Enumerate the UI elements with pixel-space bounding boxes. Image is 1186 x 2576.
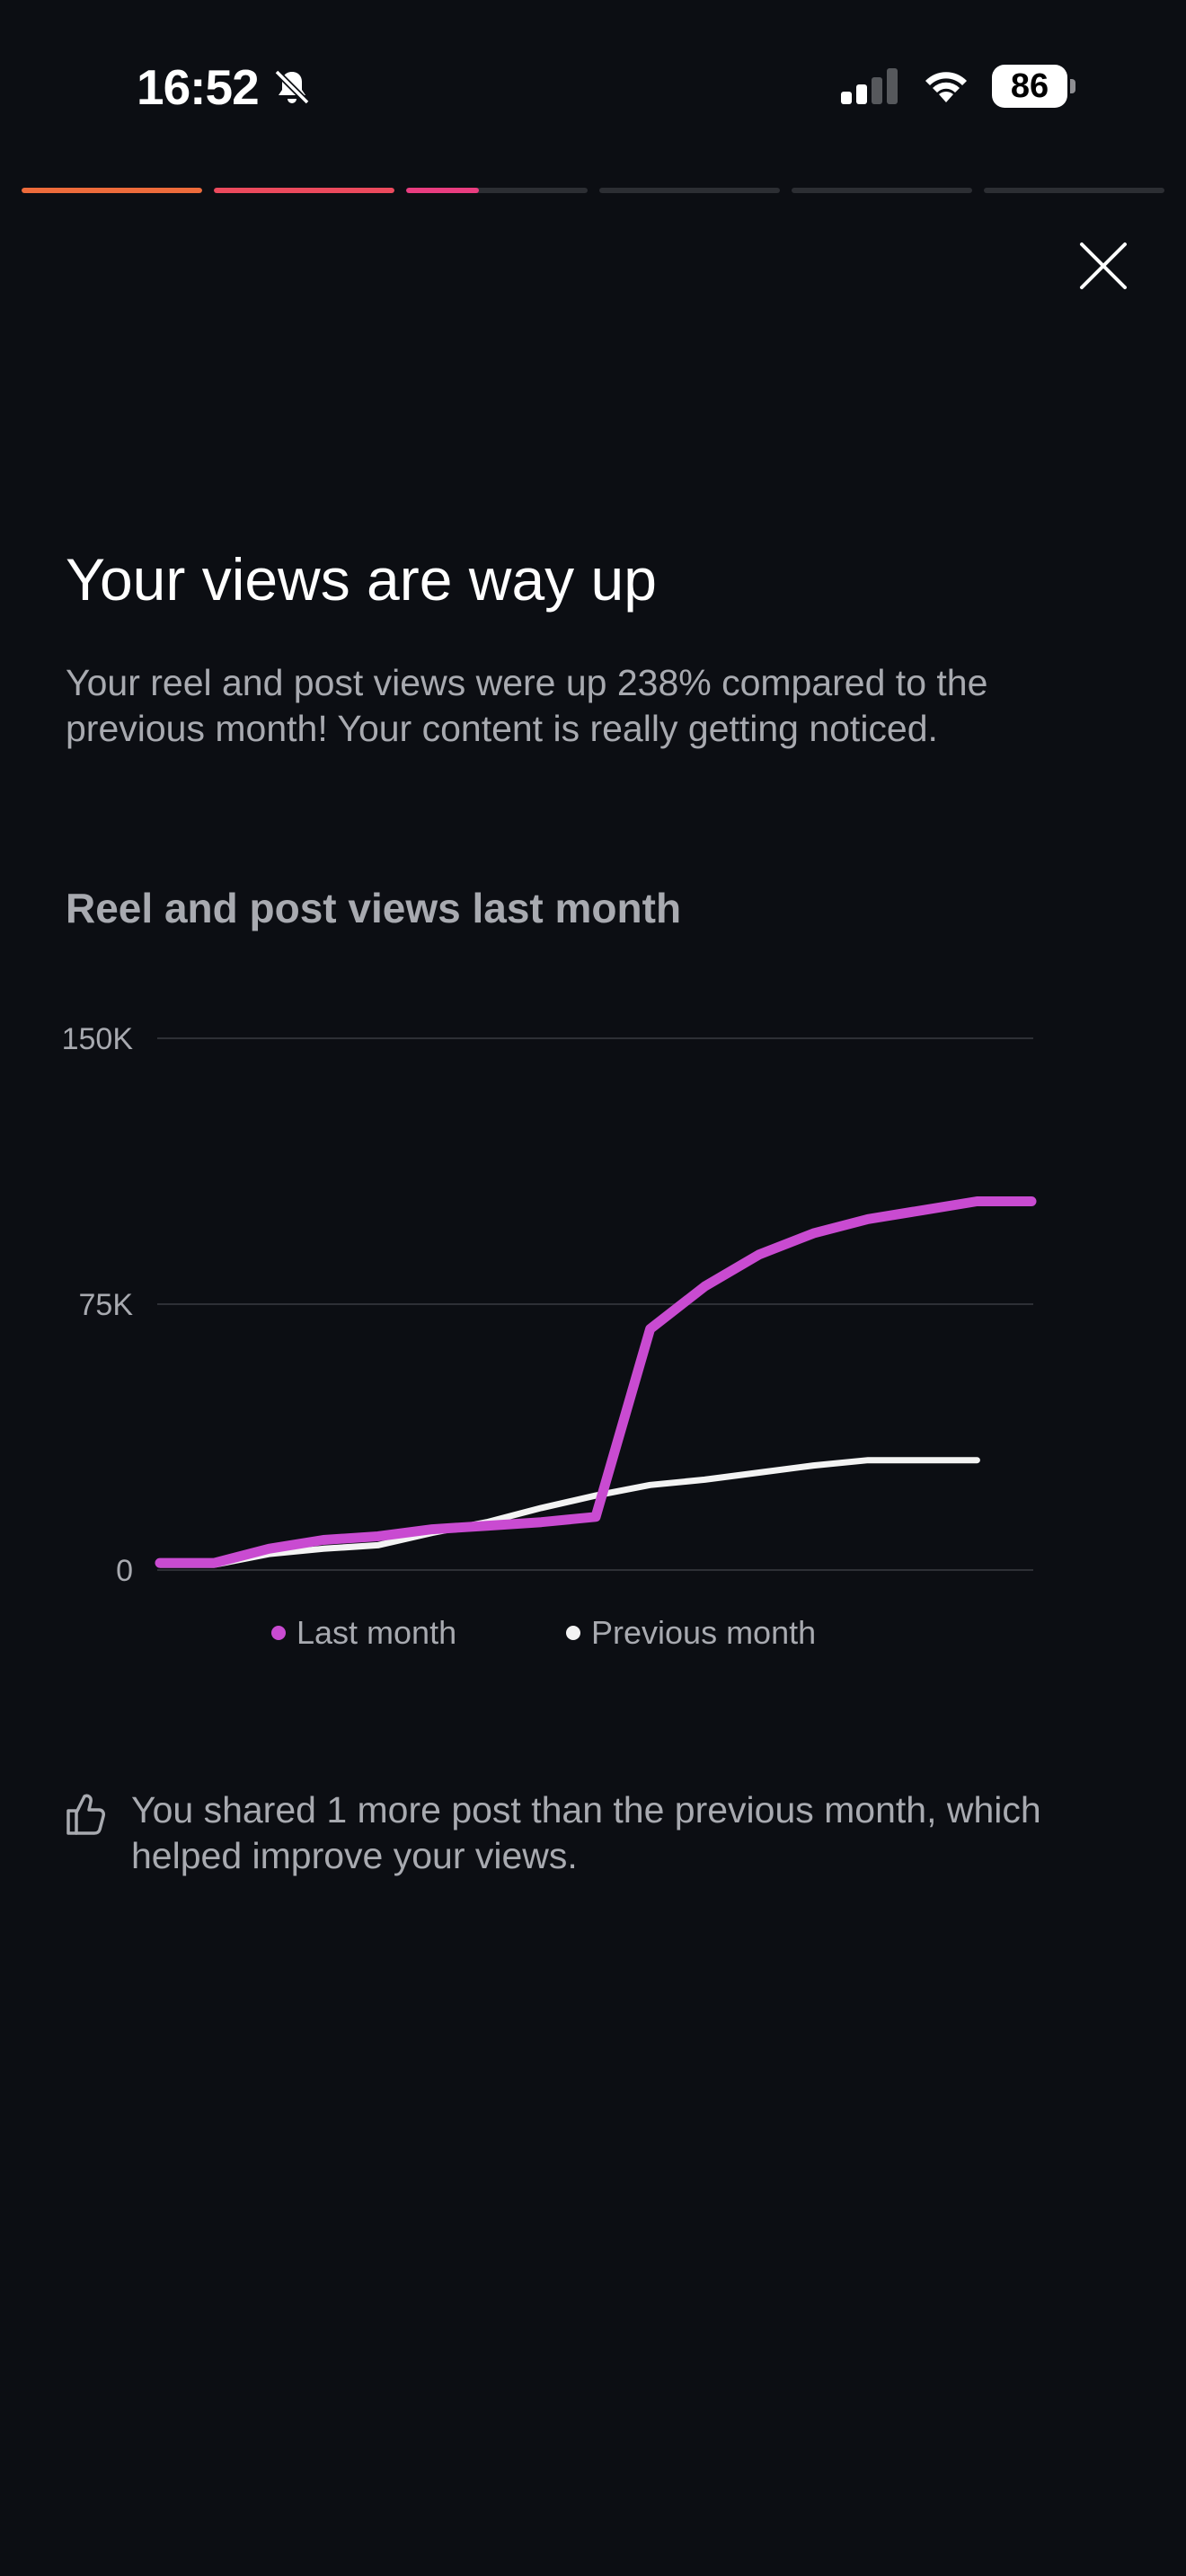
story-segment-fill: [22, 188, 203, 193]
chart-svg: 0 75K 150K Last month Previous month: [62, 1022, 1037, 1651]
legend-label: Previous month: [591, 1614, 816, 1651]
y-tick-label: 75K: [79, 1288, 134, 1322]
story-progress-bar: [22, 188, 1165, 193]
story-segment-fill: [214, 188, 395, 193]
views-line-chart: 0 75K 150K Last month Previous month: [0, 988, 1186, 1689]
legend-dot: [271, 1626, 286, 1640]
story-segment-2: [214, 188, 395, 193]
battery-icon: 86: [992, 65, 1075, 108]
story-segment-6: [983, 188, 1165, 193]
story-segment-fill: [406, 188, 479, 193]
battery-level: 86: [1010, 67, 1049, 105]
thumbs-up-icon: [66, 1794, 105, 1835]
battery-nub: [1070, 79, 1075, 93]
story-segment-1: [22, 188, 203, 193]
legend-dot: [566, 1626, 580, 1640]
story-segment-5: [791, 188, 972, 193]
status-time: 16:52: [137, 59, 260, 115]
wifi-icon: [925, 72, 967, 102]
insight-text: You shared 1 more post than the previous…: [131, 1789, 1041, 1876]
story-segment-3: [406, 188, 588, 193]
y-tick-label: 150K: [62, 1022, 134, 1056]
summary-description: Your reel and post views were up 238% co…: [66, 662, 988, 749]
y-tick-label: 0: [116, 1554, 133, 1588]
page-title: Your views are way up: [66, 546, 657, 613]
legend-label: Last month: [296, 1614, 456, 1651]
cellular-signal-icon: [841, 68, 898, 104]
insight-note: You shared 1 more post than the previous…: [65, 1787, 1125, 1879]
series-line-previous-month: [156, 1457, 980, 1568]
story-segment-4: [598, 188, 780, 193]
bell-slash-icon: [274, 69, 310, 105]
chart-title: Reel and post views last month: [66, 885, 682, 931]
series-line-last-month: [155, 1196, 1037, 1568]
battery-body: 86: [992, 65, 1067, 108]
close-icon[interactable]: [1075, 237, 1132, 295]
